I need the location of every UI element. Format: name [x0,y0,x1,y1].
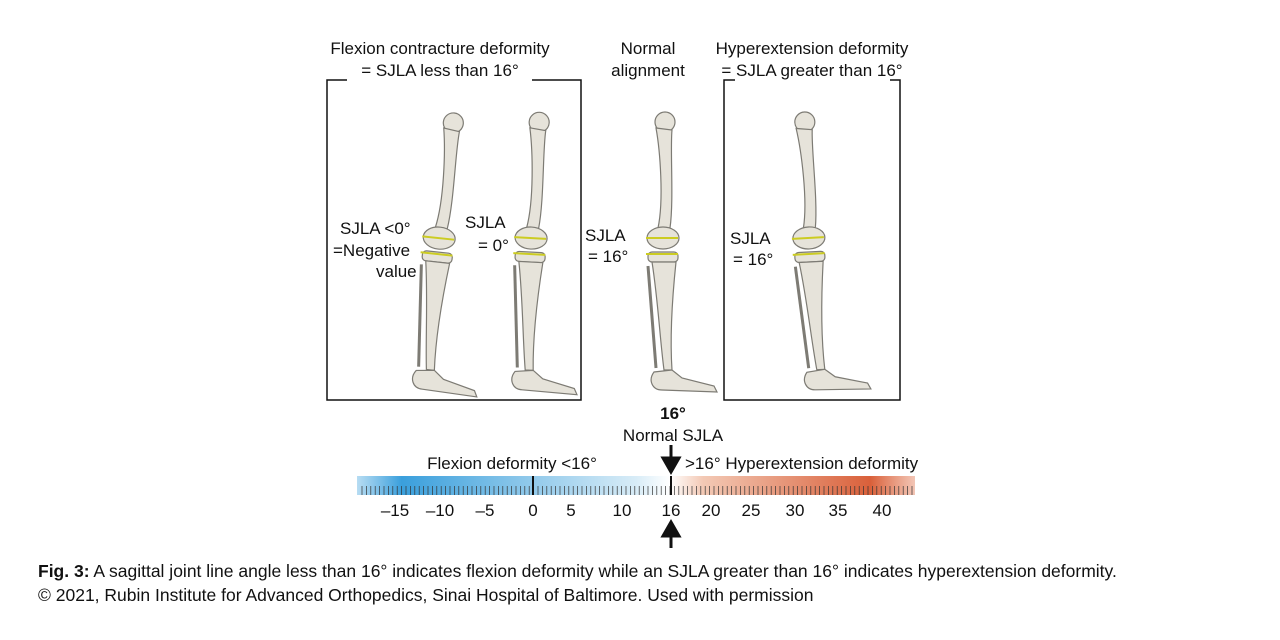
panel-frame [326,79,582,401]
scale-label: Flexion deformity <16° [427,454,597,473]
tick-label: 30 [786,501,805,520]
panel-frame [723,79,901,401]
arrow-up [660,518,682,548]
caption-label: Fig. 3: [38,561,90,581]
scale-bar [357,476,915,495]
normal-value: 16° [660,404,686,423]
tick-label: 16 [662,501,681,520]
leg-illustration [783,107,873,395]
angle-label: = 16° [733,250,773,269]
panel-title: Flexion contracture deformity [330,39,550,58]
caption-credit: © 2021, Rubin Institute for Advanced Ort… [38,585,814,605]
angle-label: SJLA [465,213,506,232]
angle-label: SJLA [585,226,626,245]
panel-title: alignment [611,61,685,80]
tick-label: 35 [829,501,848,520]
tick-label: –5 [476,501,495,520]
tick-label: 20 [702,501,721,520]
caption-text: A sagittal joint line angle less than 16… [89,561,1117,581]
panel-title: Hyperextension deformity [716,39,909,58]
angle-label: = 0° [478,236,509,255]
figure: Flexion contracture deformity = SJLA les… [326,39,919,548]
angle-label: SJLA [730,229,771,248]
angle-label: = 16° [588,247,628,266]
tick-label: –10 [426,501,454,520]
tick-label: 40 [873,501,892,520]
caption: Fig. 3: A sagittal joint line angle less… [38,559,1117,607]
tick-label: 10 [613,501,632,520]
scale-ticks: –15 –10 –5 0 5 10 16 20 25 30 35 40 [361,476,913,520]
panel-title: Normal [621,39,676,58]
leg-illustration [504,109,594,397]
tick-label: –15 [381,501,409,520]
tick-label: 5 [566,501,575,520]
angle-label: SJLA <0° [340,219,411,238]
tick-label: 0 [528,501,537,520]
scale-label: >16° Hyperextension deformity [685,454,919,473]
panel-title: = SJLA greater than 16° [721,61,902,80]
tick-label: 25 [742,501,761,520]
normal-label: Normal SJLA [623,426,724,445]
arrow-down [660,445,682,476]
leg-illustration [644,110,719,394]
angle-label: =Negative [333,241,410,260]
panel-title: = SJLA less than 16° [361,61,519,80]
angle-label: value [376,262,417,281]
